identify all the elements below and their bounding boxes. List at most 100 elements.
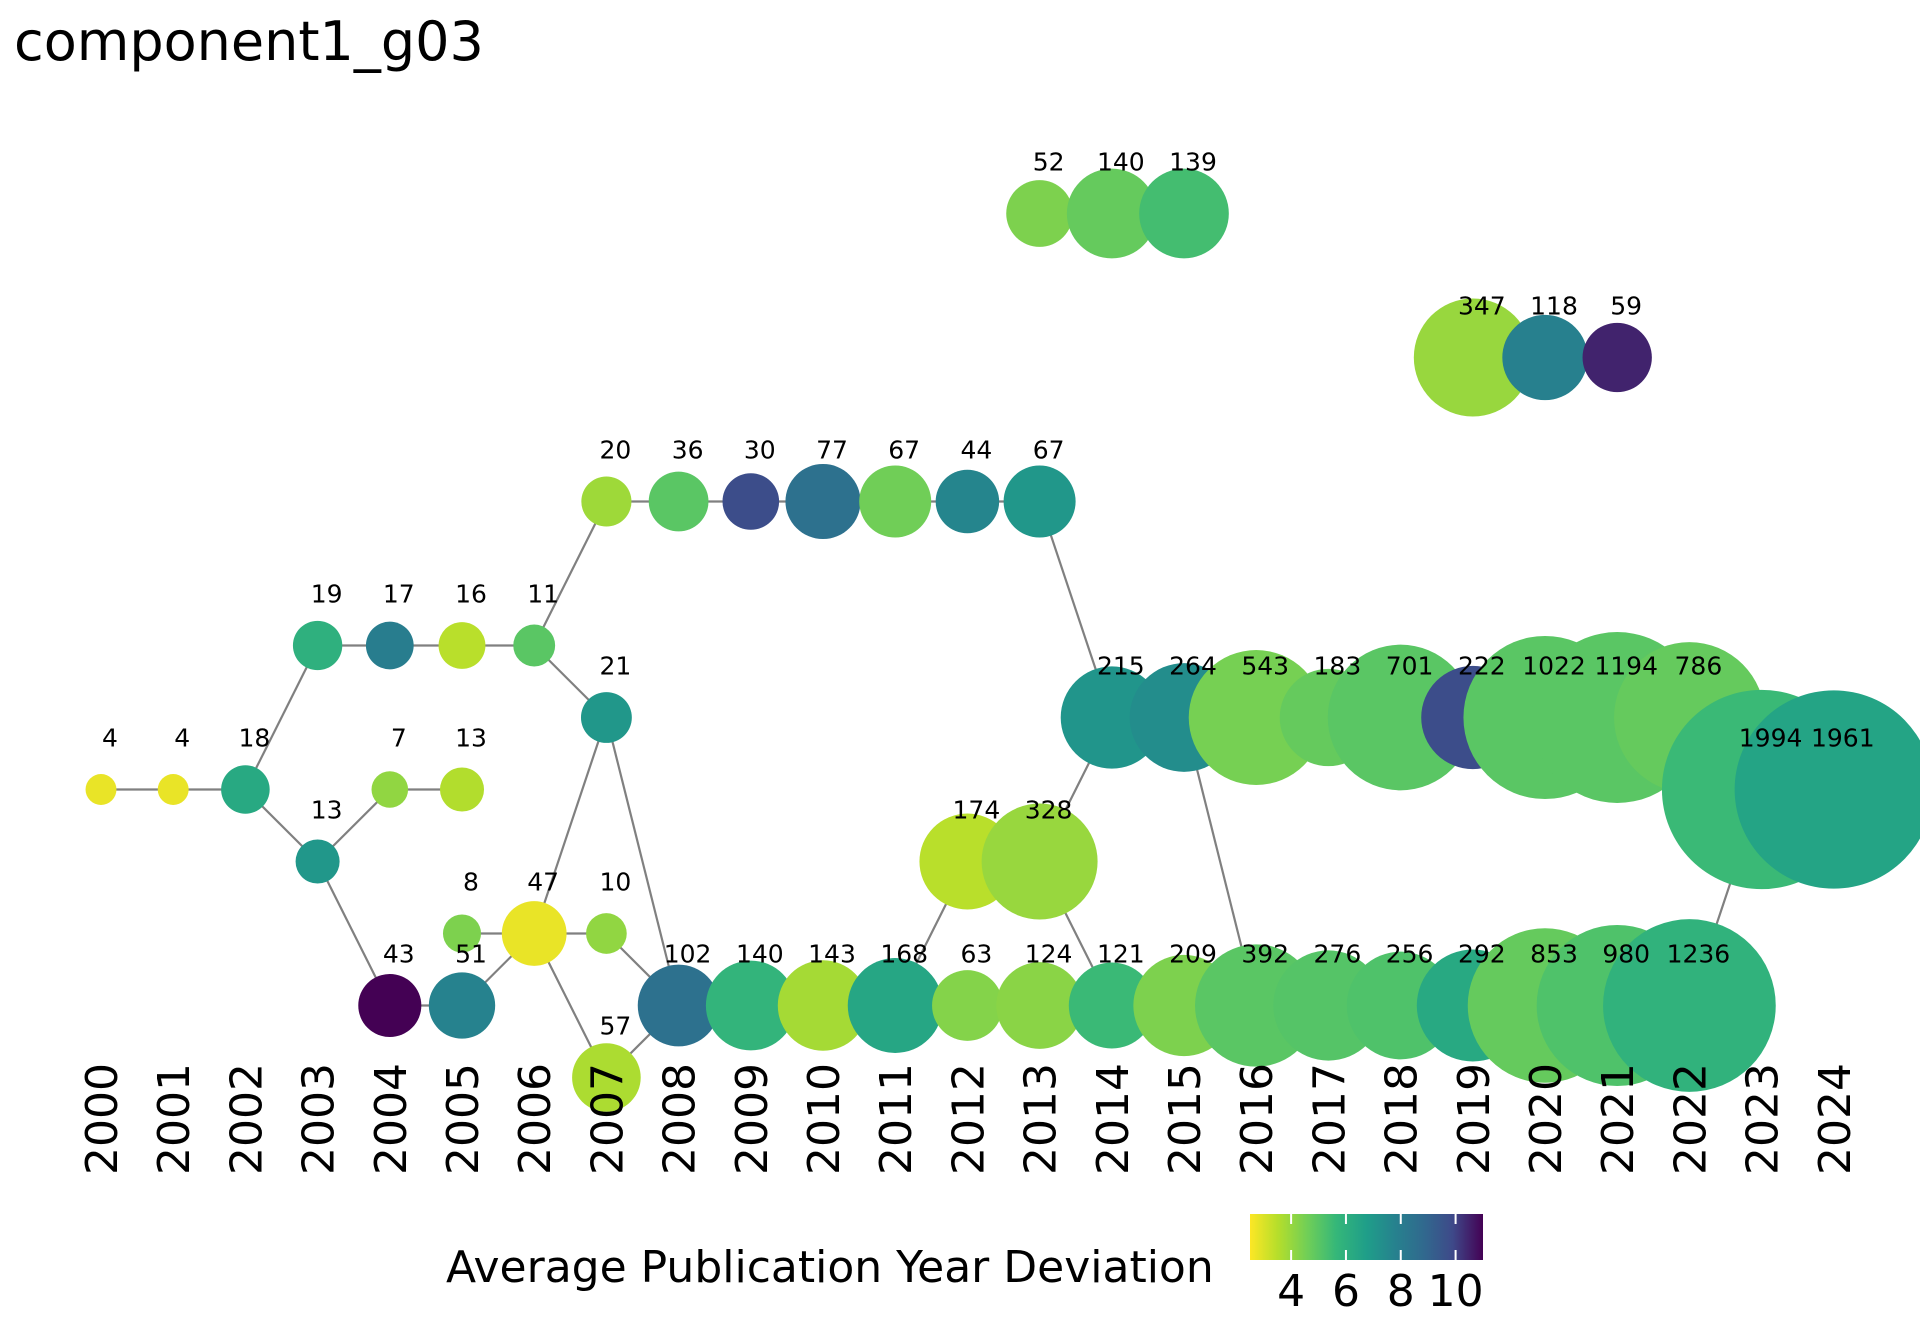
node-label: 30 xyxy=(744,436,776,465)
node-p2015[interactable] xyxy=(1139,168,1229,259)
node-c2007[interactable] xyxy=(581,476,632,527)
x-tick-label: 2012 xyxy=(943,1063,994,1175)
x-tick-label: 2009 xyxy=(727,1063,778,1175)
x-tick-label: 2005 xyxy=(438,1063,489,1175)
x-tick-label: 2010 xyxy=(799,1063,850,1175)
node-label: 124 xyxy=(1025,940,1073,969)
node-g2004[interactable] xyxy=(358,973,422,1038)
node-m2013[interactable] xyxy=(996,962,1083,1049)
legend-tick-label: 4 xyxy=(1277,1266,1305,1317)
node-label: 17 xyxy=(383,580,415,609)
x-axis: 2000 2001 2002 2003 2004 2005 2006 2007 2008 2009… xyxy=(77,1063,1861,1175)
node-q2020[interactable] xyxy=(1502,314,1588,401)
node-label: 13 xyxy=(455,724,487,753)
node-label: 67 xyxy=(888,436,920,465)
node-label: 47 xyxy=(527,868,559,897)
node-q2021[interactable] xyxy=(1582,322,1652,393)
node-label: 21 xyxy=(599,652,631,681)
node-label: 7 xyxy=(391,724,407,753)
node-c2013[interactable] xyxy=(1003,465,1076,538)
node-label: 183 xyxy=(1314,652,1362,681)
node-m2010[interactable] xyxy=(777,960,869,1051)
node-h2005[interactable] xyxy=(442,914,482,953)
node-label: 36 xyxy=(672,436,704,465)
node-label: 11 xyxy=(527,580,559,609)
x-tick-label: 2015 xyxy=(1160,1063,1211,1175)
node-label: 16 xyxy=(455,580,487,609)
x-tick-label: 2021 xyxy=(1593,1063,1644,1175)
node-label: 140 xyxy=(1097,148,1145,177)
node-m2022[interactable] xyxy=(1603,919,1776,1092)
node-u2016[interactable] xyxy=(1188,650,1324,785)
node-label: 264 xyxy=(1169,652,1217,681)
node-z2024[interactable] xyxy=(1734,690,1920,889)
x-tick-label: 2007 xyxy=(582,1063,633,1175)
node-label: 63 xyxy=(960,940,992,969)
legend-tick-label: 10 xyxy=(1428,1266,1484,1317)
node-label: 59 xyxy=(1610,292,1642,321)
node-m2012[interactable] xyxy=(932,970,1003,1041)
node-b2005[interactable] xyxy=(438,622,486,669)
node-label: 10 xyxy=(599,868,631,897)
x-tick-label: 2019 xyxy=(1449,1063,1500,1175)
node-label: 52 xyxy=(1033,148,1065,177)
node-e2003[interactable] xyxy=(295,839,340,884)
node-label: 1961 xyxy=(1811,724,1875,753)
node-label: 77 xyxy=(816,436,848,465)
node-c2012[interactable] xyxy=(935,469,1000,534)
node-a2000[interactable] xyxy=(85,774,117,805)
node-a2001[interactable] xyxy=(157,774,189,805)
node-label: 276 xyxy=(1314,940,1362,969)
node-f2004[interactable] xyxy=(371,771,409,808)
node-label: 20 xyxy=(599,436,631,465)
node-d2007[interactable] xyxy=(580,692,632,743)
x-tick-label: 2013 xyxy=(1016,1063,1067,1175)
node-m2009[interactable] xyxy=(705,960,796,1051)
x-tick-label: 2016 xyxy=(1232,1063,1283,1175)
node-label: 121 xyxy=(1097,940,1145,969)
node-label: 347 xyxy=(1458,292,1506,321)
node-b2004[interactable] xyxy=(365,621,414,670)
node-p2013[interactable] xyxy=(1006,180,1073,247)
node-g2005[interactable] xyxy=(428,972,496,1039)
node-b2006[interactable] xyxy=(513,624,556,667)
x-tick-label: 2001 xyxy=(149,1063,200,1175)
node-h2007[interactable] xyxy=(586,913,627,954)
node-f2005[interactable] xyxy=(439,767,485,812)
node-c2011[interactable] xyxy=(859,465,932,538)
node-label: 43 xyxy=(383,940,415,969)
node-c2009[interactable] xyxy=(722,473,780,530)
chart-title: component1_g03 xyxy=(14,10,484,73)
edge-h2006-d2007 xyxy=(533,717,608,934)
legend-colorbar: 4 6 8 10 xyxy=(1250,1214,1484,1317)
node-label: 209 xyxy=(1169,940,1217,969)
node-c2008[interactable] xyxy=(648,471,709,532)
node-label: 4 xyxy=(174,724,190,753)
legend-ticks: 4 6 8 10 xyxy=(1277,1214,1484,1317)
node-label: 786 xyxy=(1675,652,1723,681)
node-m2008[interactable] xyxy=(637,964,720,1047)
node-m2014[interactable] xyxy=(1068,962,1155,1049)
node-i2007[interactable] xyxy=(572,1043,641,1112)
node-label: 44 xyxy=(960,436,992,465)
edge-b2006-c2007 xyxy=(533,501,608,646)
node-label: 67 xyxy=(1033,436,1065,465)
node-h2006[interactable] xyxy=(501,901,567,966)
node-label: 118 xyxy=(1530,292,1578,321)
node-b2003[interactable] xyxy=(292,620,343,671)
node-m2011[interactable] xyxy=(847,958,943,1053)
node-label: 328 xyxy=(1025,796,1073,825)
node-n2013[interactable] xyxy=(981,803,1098,920)
node-label: 4 xyxy=(102,724,118,753)
node-label: 143 xyxy=(808,940,856,969)
node-q2019[interactable] xyxy=(1413,298,1532,417)
node-p2014[interactable] xyxy=(1066,168,1157,259)
node-label: 215 xyxy=(1097,652,1145,681)
node-label: 1236 xyxy=(1667,940,1731,969)
node-label: 51 xyxy=(455,940,487,969)
node-label: 19 xyxy=(311,580,343,609)
node-a2002[interactable] xyxy=(221,765,270,814)
x-tick-label: 2002 xyxy=(221,1063,272,1175)
node-c2010[interactable] xyxy=(785,463,861,540)
